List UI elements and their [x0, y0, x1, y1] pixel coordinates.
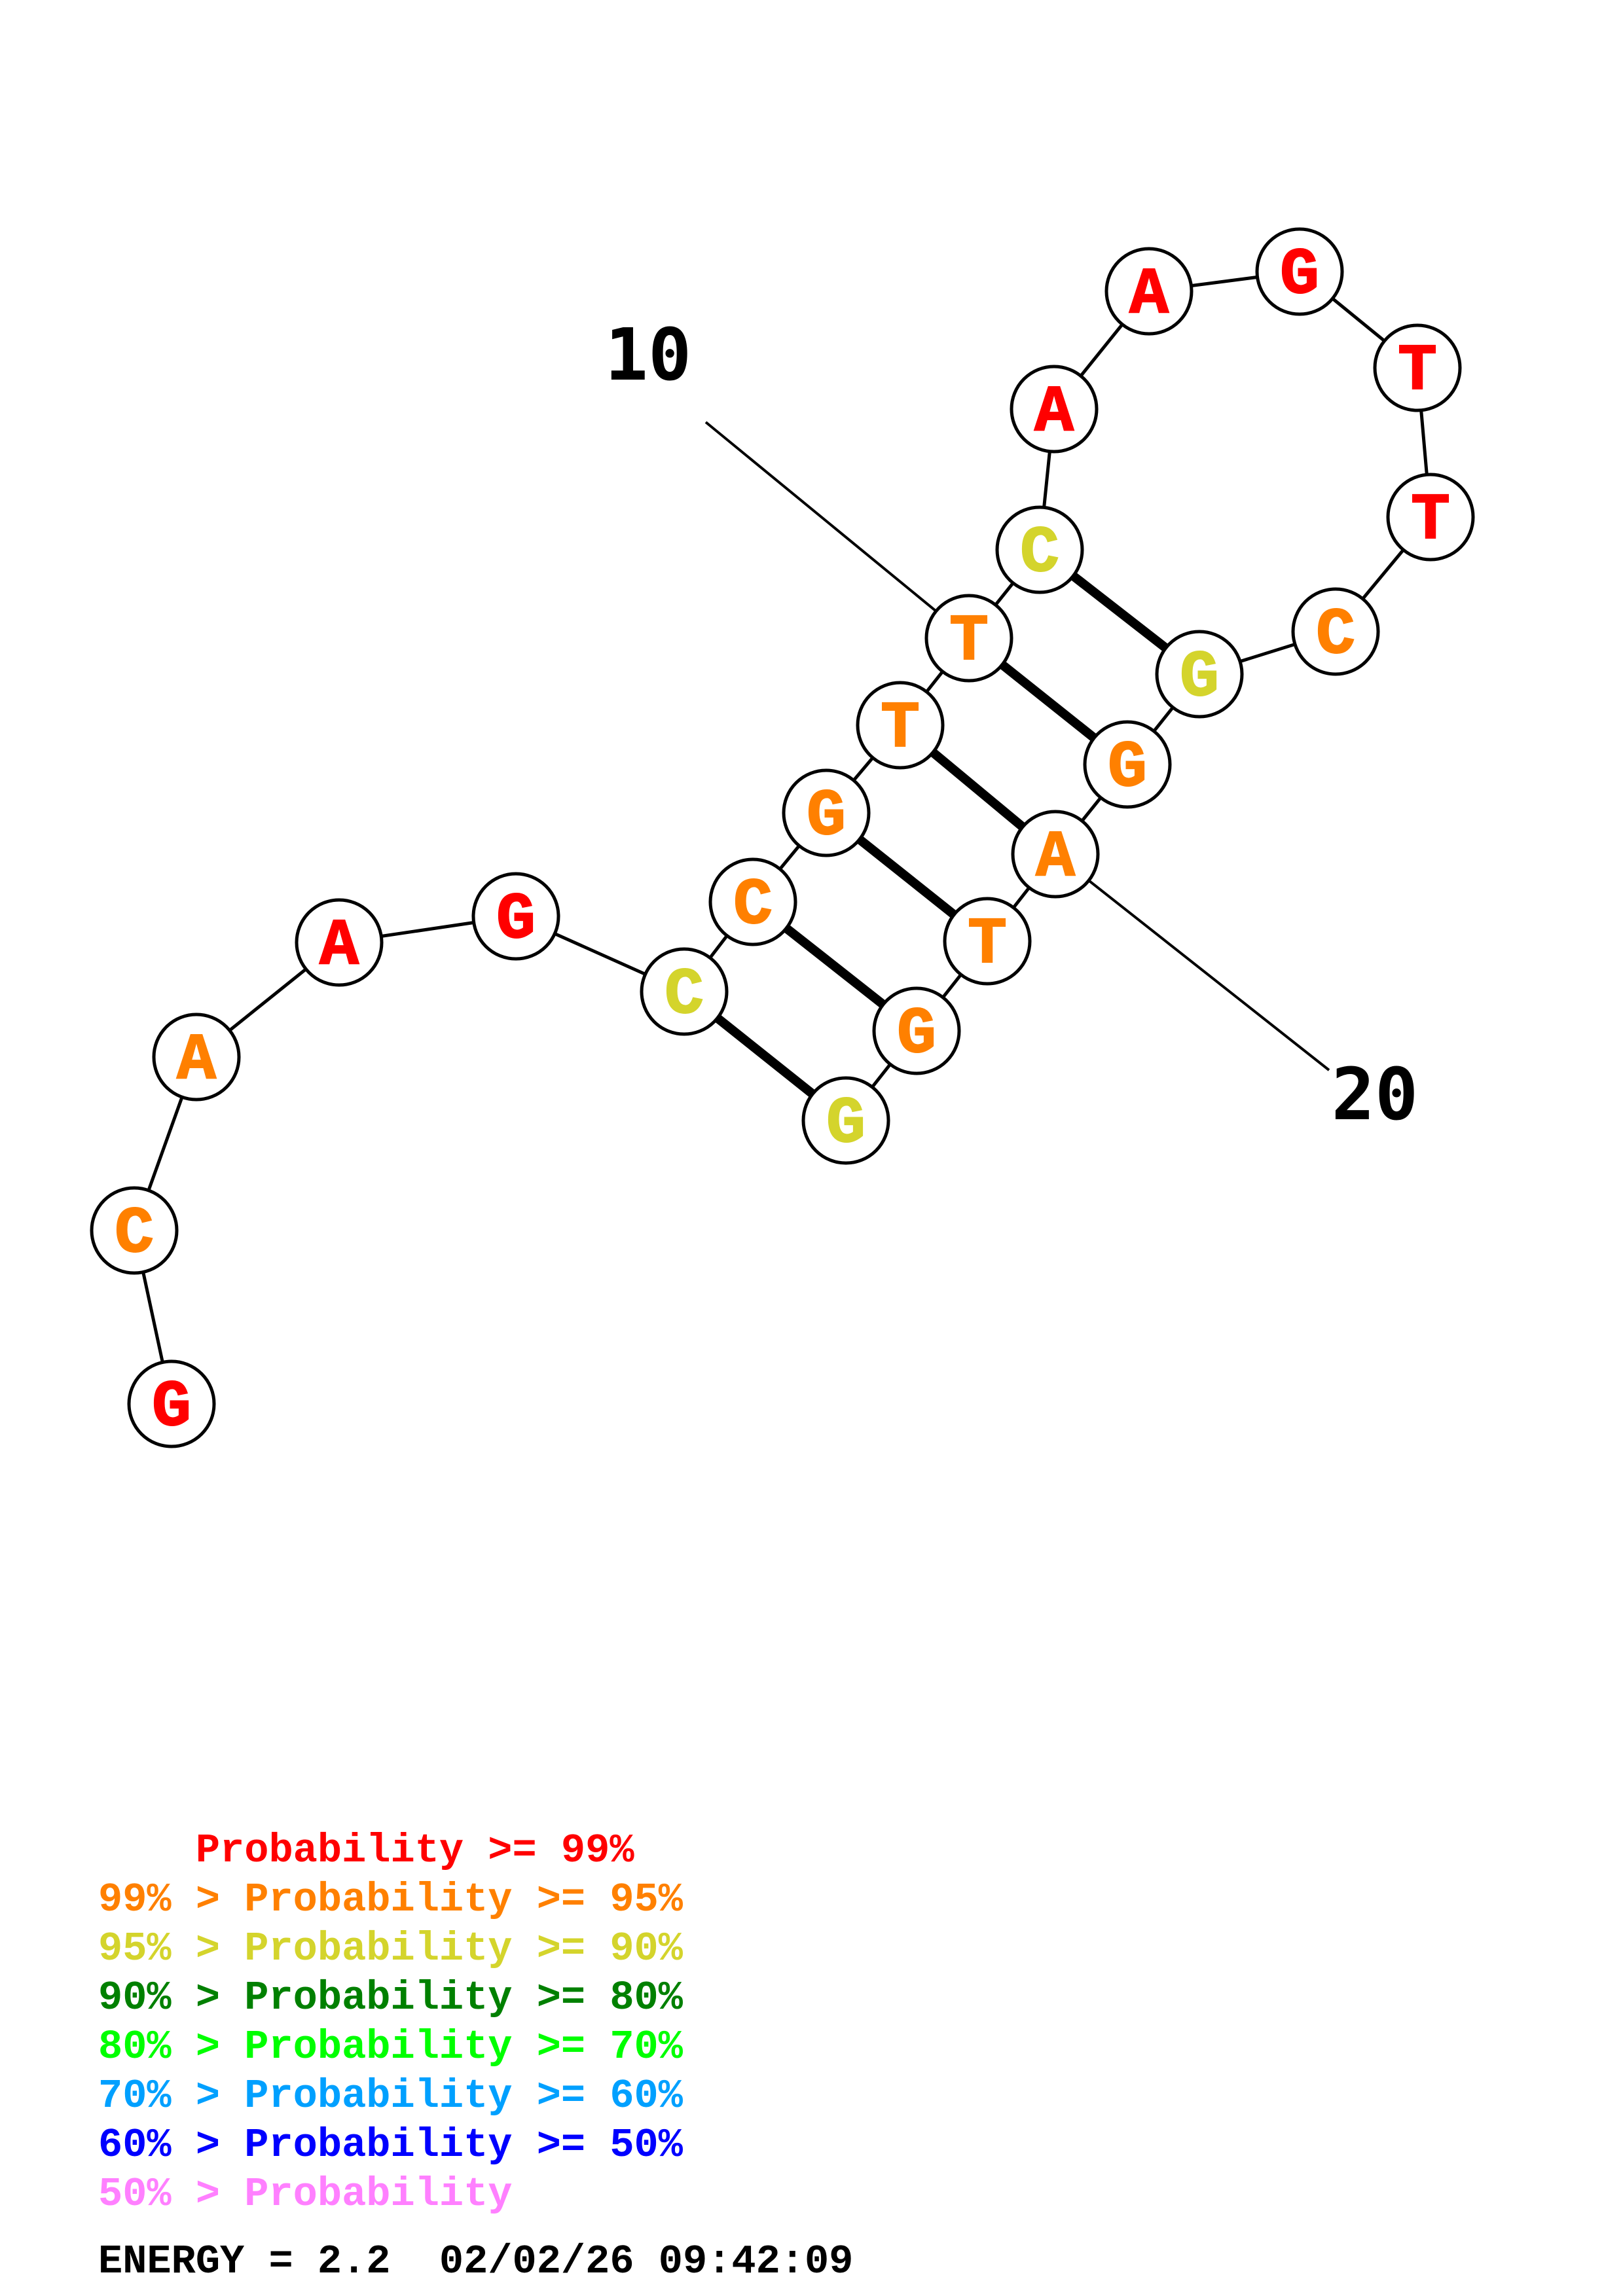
nucleotide-10: T	[924, 594, 1013, 683]
nucleotide-base: G	[807, 780, 846, 854]
legend-row: 95% > Probability >= 90%	[98, 1926, 683, 1972]
nucleotide-circle	[801, 1076, 890, 1165]
nucleotide-base: G	[152, 1371, 191, 1445]
position-labels: 10 20	[605, 313, 1418, 1136]
nucleotide-base: C	[1316, 599, 1355, 673]
position-label-20: 20	[1332, 1052, 1418, 1136]
nucleotide-9: T	[856, 681, 945, 770]
nucleotide-circle	[640, 947, 729, 1036]
nucleotide-base: G	[1108, 732, 1147, 806]
nucleotide-circle	[1104, 247, 1194, 336]
nucleotide-22: G	[872, 986, 961, 1075]
nucleotide-23: G	[801, 1076, 890, 1165]
nucleotide-circle	[1155, 630, 1244, 719]
nucleotide-base: T	[881, 692, 920, 766]
nucleotide-circle	[471, 872, 560, 961]
nucleotide-base: A	[319, 910, 359, 984]
nucleotide-base: A	[177, 1024, 217, 1098]
probability-legend: Probability >= 99% 99% > Probability >= …	[98, 1826, 683, 2219]
nucleotide-16: T	[1386, 473, 1475, 562]
legend-row: 90% > Probability >= 80%	[98, 1975, 683, 2021]
legend-row: 99% > Probability >= 95%	[98, 1876, 683, 1923]
nucleotide-circle	[127, 1359, 216, 1448]
nucleotide-base: G	[1280, 239, 1319, 313]
legend-row: 50% > Probability	[98, 2171, 513, 2217]
nucleotide-8: G	[782, 768, 871, 857]
backbone	[132, 270, 1432, 1405]
nucleotide-circle	[1373, 323, 1462, 412]
nucleotide-base: G	[826, 1088, 866, 1162]
nucleotide-base: T	[1411, 484, 1450, 558]
nucleotide-circle	[1011, 810, 1100, 899]
nucleotide-circle	[856, 681, 945, 770]
nucleotide-1: G	[127, 1359, 216, 1448]
nucleotide-base: C	[1020, 517, 1059, 591]
nucleotide-11: C	[995, 505, 1084, 594]
nucleotide-base: A	[1129, 259, 1169, 332]
nucleotide-base: G	[897, 998, 936, 1072]
nucleotide-base: G	[496, 884, 536, 958]
nucleotide-12: A	[1010, 365, 1099, 454]
nucleotide-4: A	[295, 898, 384, 987]
nucleotide-2: C	[90, 1186, 179, 1275]
nucleotide-7: C	[708, 857, 797, 946]
nucleotide-circle	[90, 1186, 179, 1275]
nucleotide-19: G	[1083, 720, 1172, 809]
nucleotide-13: A	[1104, 247, 1194, 336]
nucleotide-base: G	[1180, 641, 1219, 715]
position-label-lines	[704, 421, 1330, 1071]
nucleotide-15: T	[1373, 323, 1462, 412]
nucleotide-circle	[1083, 720, 1172, 809]
nucleotide-circle	[295, 898, 384, 987]
position-label-line	[1054, 853, 1330, 1071]
nucleotide-base: A	[1036, 821, 1076, 895]
nucleotide-circle	[995, 505, 1084, 594]
position-label-line	[704, 421, 970, 639]
nucleotide-circle	[1255, 227, 1344, 316]
nucleotide-18: G	[1155, 630, 1244, 719]
nucleotide-circle	[1010, 365, 1099, 454]
nucleotide-circle	[872, 986, 961, 1075]
nucleotide-circle	[1291, 587, 1380, 676]
nucleotide-circle	[152, 1013, 241, 1102]
nucleotide-3: A	[152, 1013, 241, 1102]
nucleotide-base: C	[115, 1198, 154, 1272]
nucleotide-21: T	[943, 897, 1032, 986]
nucleotide-circle	[943, 897, 1032, 986]
nucleotide-6: C	[640, 947, 729, 1036]
nucleotide-14: G	[1255, 227, 1344, 316]
legend-row: Probability >= 99%	[195, 1827, 634, 1874]
nucleotide-circle	[708, 857, 797, 946]
energy-line: ENERGY = 2.2 02/02/26 09:42:09	[98, 2238, 854, 2285]
legend-row: 60% > Probability >= 50%	[98, 2122, 683, 2168]
legend-row: 70% > Probability >= 60%	[98, 2073, 683, 2119]
legend-row: 80% > Probability >= 70%	[98, 2024, 683, 2070]
nucleotide-17: C	[1291, 587, 1380, 676]
nucleotide-base: T	[1398, 335, 1437, 409]
nucleotide-20: A	[1011, 810, 1100, 899]
nucleotide-circle	[924, 594, 1013, 683]
nucleotide-circle	[782, 768, 871, 857]
nucleotide-base: T	[968, 908, 1007, 982]
nucleotide-base: C	[733, 869, 773, 943]
nucleotide-base: T	[949, 605, 989, 679]
nucleotide-5: G	[471, 872, 560, 961]
nucleotide-base: A	[1034, 376, 1074, 450]
position-label-10: 10	[605, 313, 691, 397]
nucleotide-circle	[1386, 473, 1475, 562]
nucleotide-base: C	[665, 959, 704, 1033]
